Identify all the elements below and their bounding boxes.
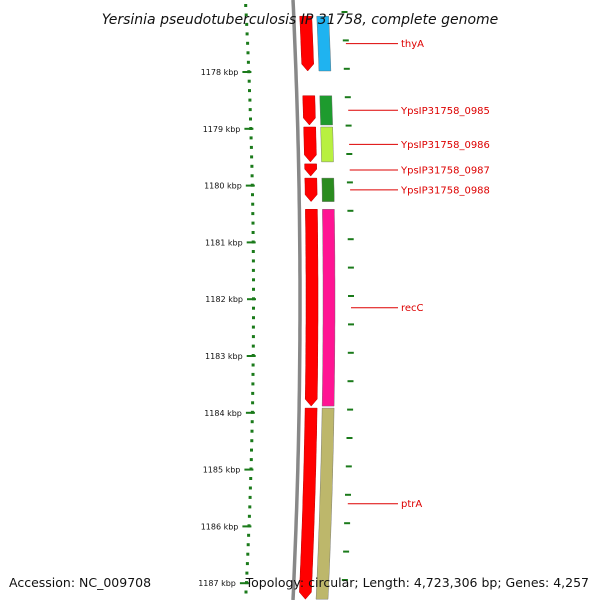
ruler-dot <box>250 155 254 159</box>
ruler-dot <box>246 552 250 556</box>
cds-arrow <box>302 95 316 126</box>
ruler-dot <box>248 98 252 102</box>
gene-label: recC <box>401 303 424 314</box>
ruler-dot <box>247 533 251 537</box>
gene-band <box>321 209 336 407</box>
ruler-dot <box>252 316 255 320</box>
ruler-dot <box>251 212 255 216</box>
ruler-dot <box>251 250 255 253</box>
scale-tick-label: 1184 kbp <box>204 409 242 418</box>
gene-band <box>321 177 335 202</box>
cds-arrow <box>304 177 318 202</box>
scale-tick-label: 1187 kbp <box>198 579 236 588</box>
gene-labels: thyA YpsIP31758_0985 YpsIP31758_0986 YpsIP3… <box>345 39 490 510</box>
ruler-dot <box>252 287 255 291</box>
ruler-dot <box>247 514 251 518</box>
dot-ruler <box>244 4 255 594</box>
accession-label: Accession: NC_009708 <box>9 575 151 590</box>
cds-arrow <box>299 407 318 600</box>
gene-label: thyA <box>401 39 424 50</box>
scale-tick-label: 1183 kbp <box>205 352 243 361</box>
ruler-dot <box>246 60 250 64</box>
ruler-dot <box>246 51 250 55</box>
ruler-dot <box>251 401 255 405</box>
ruler-dot <box>245 22 249 26</box>
cds-track <box>299 15 319 600</box>
ruler-dot <box>248 89 251 93</box>
ruler-dot <box>250 174 254 178</box>
gene-band <box>315 407 335 600</box>
cds-arrow <box>304 209 319 407</box>
ruler-dot <box>251 193 254 197</box>
scale-tick-label: 1185 kbp <box>203 466 241 475</box>
scale-tick-label: 1180 kbp <box>204 182 242 191</box>
ruler-dot <box>249 117 252 121</box>
ruler-dot <box>247 79 251 83</box>
ruler-dot <box>249 458 253 462</box>
cds-arrow <box>303 126 317 163</box>
gene-label: YpsIP31758_0988 <box>400 185 490 196</box>
gene-label: YpsIP31758_0985 <box>400 106 490 117</box>
ruler-dot <box>251 268 255 272</box>
topology-label: Topology: circular; Length: 4,723,306 bp… <box>245 575 589 590</box>
gene-label: ptrA <box>401 499 422 510</box>
gene-label: YpsIP31758_0987 <box>400 166 490 177</box>
ruler-ticks: 1178 kbp 1179 kbp 1180 kbp 1181 kbp 1182 kbp… <box>198 11 354 588</box>
ruler-dot <box>250 164 254 168</box>
ruler-dot <box>252 306 255 310</box>
ruler-dot <box>249 136 253 140</box>
ruler-dot <box>251 259 255 263</box>
ruler-dot <box>249 145 253 149</box>
map-title: Yersinia pseudotuberculosis IP 31758, co… <box>102 12 499 28</box>
ruler-dot <box>244 4 248 7</box>
ruler-dot <box>245 32 249 36</box>
ruler-dot <box>248 495 252 499</box>
ruler-dot <box>244 590 248 594</box>
ruler-dot <box>245 562 249 566</box>
ruler-dot <box>249 477 253 480</box>
ruler-dot <box>251 202 255 206</box>
ruler-dot <box>250 439 254 443</box>
gene-band <box>320 126 334 163</box>
ruler-dot <box>246 543 250 547</box>
gene-label: YpsIP31758_0986 <box>400 140 490 151</box>
cds-arrow <box>304 163 317 177</box>
ruler-dot <box>250 420 254 424</box>
cds-arrow <box>299 15 314 72</box>
ruler-dot <box>246 41 250 45</box>
scale-tick-label: 1182 kbp <box>205 295 243 304</box>
ruler-dot <box>248 108 252 112</box>
ruler-dot <box>245 571 249 575</box>
ruler-dot <box>248 486 252 490</box>
gene-band <box>319 95 333 126</box>
scale-tick-label: 1186 kbp <box>201 522 239 531</box>
scale-tick-label: 1181 kbp <box>205 238 243 247</box>
genome-backbone <box>291 0 302 600</box>
ruler-dot <box>250 429 254 433</box>
ruler-dot <box>251 391 255 395</box>
ruler-dot <box>251 363 255 367</box>
gene-band <box>316 16 332 72</box>
ruler-dot <box>251 325 255 329</box>
ruler-dot <box>251 372 255 376</box>
ruler-dot <box>251 221 255 225</box>
gene-track <box>315 16 336 600</box>
ruler-dot <box>244 13 248 17</box>
scale-tick-label: 1178 kbp <box>201 68 239 77</box>
ruler-dot <box>251 382 255 386</box>
ruler-dot <box>248 505 252 509</box>
ruler-dot <box>251 231 255 234</box>
ruler-dot <box>250 448 253 452</box>
ruler-dot <box>252 278 255 282</box>
scale-tick-label: 1179 kbp <box>203 125 241 134</box>
ruler-dot <box>251 344 255 348</box>
ruler-dot <box>251 335 255 339</box>
